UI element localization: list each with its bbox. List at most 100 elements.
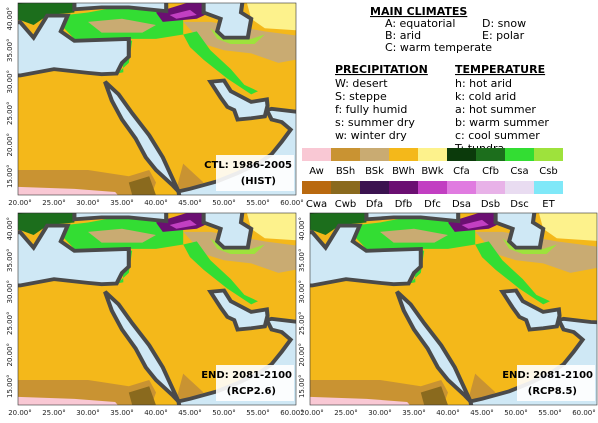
panel-label: END: 2081-2100: [502, 370, 593, 381]
lat-tick-label: 15.00°: [6, 164, 14, 188]
climate-key: MAIN CLIMATES A: equatorial B: arid C: w…: [335, 5, 545, 76]
key-title: MAIN CLIMATES: [370, 5, 467, 18]
legend-swatch: [534, 181, 563, 194]
map-frame: [309, 212, 598, 406]
key-entry: w: winter dry: [335, 129, 407, 142]
lat-tick-label: 25.00°: [6, 101, 14, 125]
legend-label: BSk: [365, 166, 384, 177]
legend-label: Csa: [510, 166, 528, 177]
key-entry: A: equatorial: [385, 17, 455, 30]
legend-label: BSh: [336, 166, 355, 177]
legend-label: Dfb: [395, 199, 413, 210]
key-entry: s: summer dry: [335, 116, 415, 129]
map-frame: [17, 212, 297, 406]
key-entry: a: hot summer: [455, 103, 536, 116]
map-panel: 20.00° 25.00° 30.00° 35.00° 40.00° 45.00° 50.0…: [6, 2, 304, 207]
legend-swatch: [476, 148, 505, 161]
key-entry: h: hot arid: [455, 77, 512, 90]
lat-tick-label: 35.00°: [6, 38, 14, 62]
panel-label: (RCP2.6): [227, 386, 276, 397]
map-panel: 20.00° 25.00° 30.00° 35.00° 40.00° 45.00° 50.0…: [298, 212, 598, 417]
legend-swatch: [476, 181, 505, 194]
legend-swatch: [360, 181, 389, 194]
lat-tick-label: 30.00°: [6, 70, 14, 94]
lon-tick-label: 40.00°: [144, 199, 168, 207]
lon-tick-label: 60.00°: [280, 409, 304, 417]
lon-tick-label: 35.00°: [110, 199, 134, 207]
lat-tick-label: 40.00°: [298, 217, 306, 241]
lat-tick-label: 20.00°: [6, 343, 14, 367]
key-entry: D: snow: [482, 17, 526, 30]
lon-tick-label: 25.00°: [334, 409, 358, 417]
panel-label-box: [216, 365, 294, 401]
map-frame: [17, 2, 297, 196]
panel-label: CTL: 1986-2005: [204, 160, 292, 171]
map-panel: 20.00° 25.00° 30.00° 35.00° 40.00° 45.00° 50.0…: [6, 212, 304, 417]
legend-label: Aw: [309, 166, 324, 177]
legend-swatch: [331, 181, 360, 194]
legend-swatch: [389, 181, 418, 194]
legend-swatch: [360, 148, 389, 161]
panel-label-box: [216, 155, 294, 191]
lon-tick-label: 50.00°: [212, 199, 236, 207]
legend-swatch: [447, 181, 476, 194]
lon-tick-label: 25.00°: [42, 199, 66, 207]
lon-tick-label: 40.00°: [436, 409, 460, 417]
panel-label: (RCP8.5): [528, 386, 577, 397]
lon-tick-label: 30.00°: [368, 409, 392, 417]
lat-tick-label: 20.00°: [6, 133, 14, 157]
lon-tick-label: 45.00°: [178, 409, 202, 417]
legend-label: Dfc: [424, 199, 441, 210]
lon-tick-label: 50.00°: [504, 409, 528, 417]
legend-label: Cwb: [335, 199, 357, 210]
lon-tick-label: 30.00°: [76, 409, 100, 417]
lon-tick-label: 55.00°: [246, 199, 270, 207]
legend-swatch: [418, 181, 447, 194]
legend-swatch: [331, 148, 360, 161]
lat-tick-label: 30.00°: [6, 280, 14, 304]
lon-tick-label: 55.00°: [246, 409, 270, 417]
key-title: PRECIPITATION: [335, 63, 428, 76]
legend-swatch: [302, 148, 331, 161]
key-entry: E: polar: [482, 29, 525, 42]
lon-tick-label: 20.00°: [8, 409, 32, 417]
lat-tick-label: 35.00°: [298, 248, 306, 272]
lat-tick-label: 35.00°: [6, 248, 14, 272]
legend-label: Csb: [539, 166, 558, 177]
legend-label: Dsc: [510, 199, 528, 210]
lon-tick-label: 35.00°: [402, 409, 426, 417]
key-entry: C: warm temperate: [385, 41, 492, 54]
key-entry: B: arid: [385, 29, 421, 42]
lon-tick-label: 45.00°: [178, 199, 202, 207]
legend-label: BWh: [392, 166, 415, 177]
key-entry: k: cold arid: [455, 90, 516, 103]
key-entry: c: cool summer: [455, 129, 540, 142]
legend-label: ET: [542, 199, 555, 210]
legend-swatch: [505, 148, 534, 161]
lat-tick-label: 25.00°: [6, 311, 14, 335]
legend-label: Cfb: [482, 166, 499, 177]
lat-tick-label: 15.00°: [298, 374, 306, 398]
lat-tick-label: 30.00°: [298, 280, 306, 304]
key-entry: W: desert: [335, 77, 388, 90]
legend-label: Cwa: [306, 199, 327, 210]
panel-label: (HIST): [241, 176, 276, 187]
lat-tick-label: 15.00°: [6, 374, 14, 398]
lon-tick-label: 45.00°: [470, 409, 494, 417]
lon-tick-label: 55.00°: [538, 409, 562, 417]
legend-label: Dsb: [481, 199, 500, 210]
lat-tick-label: 25.00°: [298, 311, 306, 335]
lon-tick-label: 30.00°: [76, 199, 100, 207]
legend-label: BWk: [421, 166, 443, 177]
lon-tick-label: 50.00°: [212, 409, 236, 417]
key-entry: f: fully humid: [335, 103, 407, 116]
legend-swatch: [302, 181, 331, 194]
key-entry: S: steppe: [335, 90, 387, 103]
lat-tick-label: 40.00°: [6, 7, 14, 31]
lat-tick-label: 40.00°: [6, 217, 14, 241]
panel-label-box: [517, 365, 595, 401]
legend-label: Dfa: [366, 199, 383, 210]
panel-label: END: 2081-2100: [201, 370, 292, 381]
lon-tick-label: 60.00°: [280, 199, 304, 207]
